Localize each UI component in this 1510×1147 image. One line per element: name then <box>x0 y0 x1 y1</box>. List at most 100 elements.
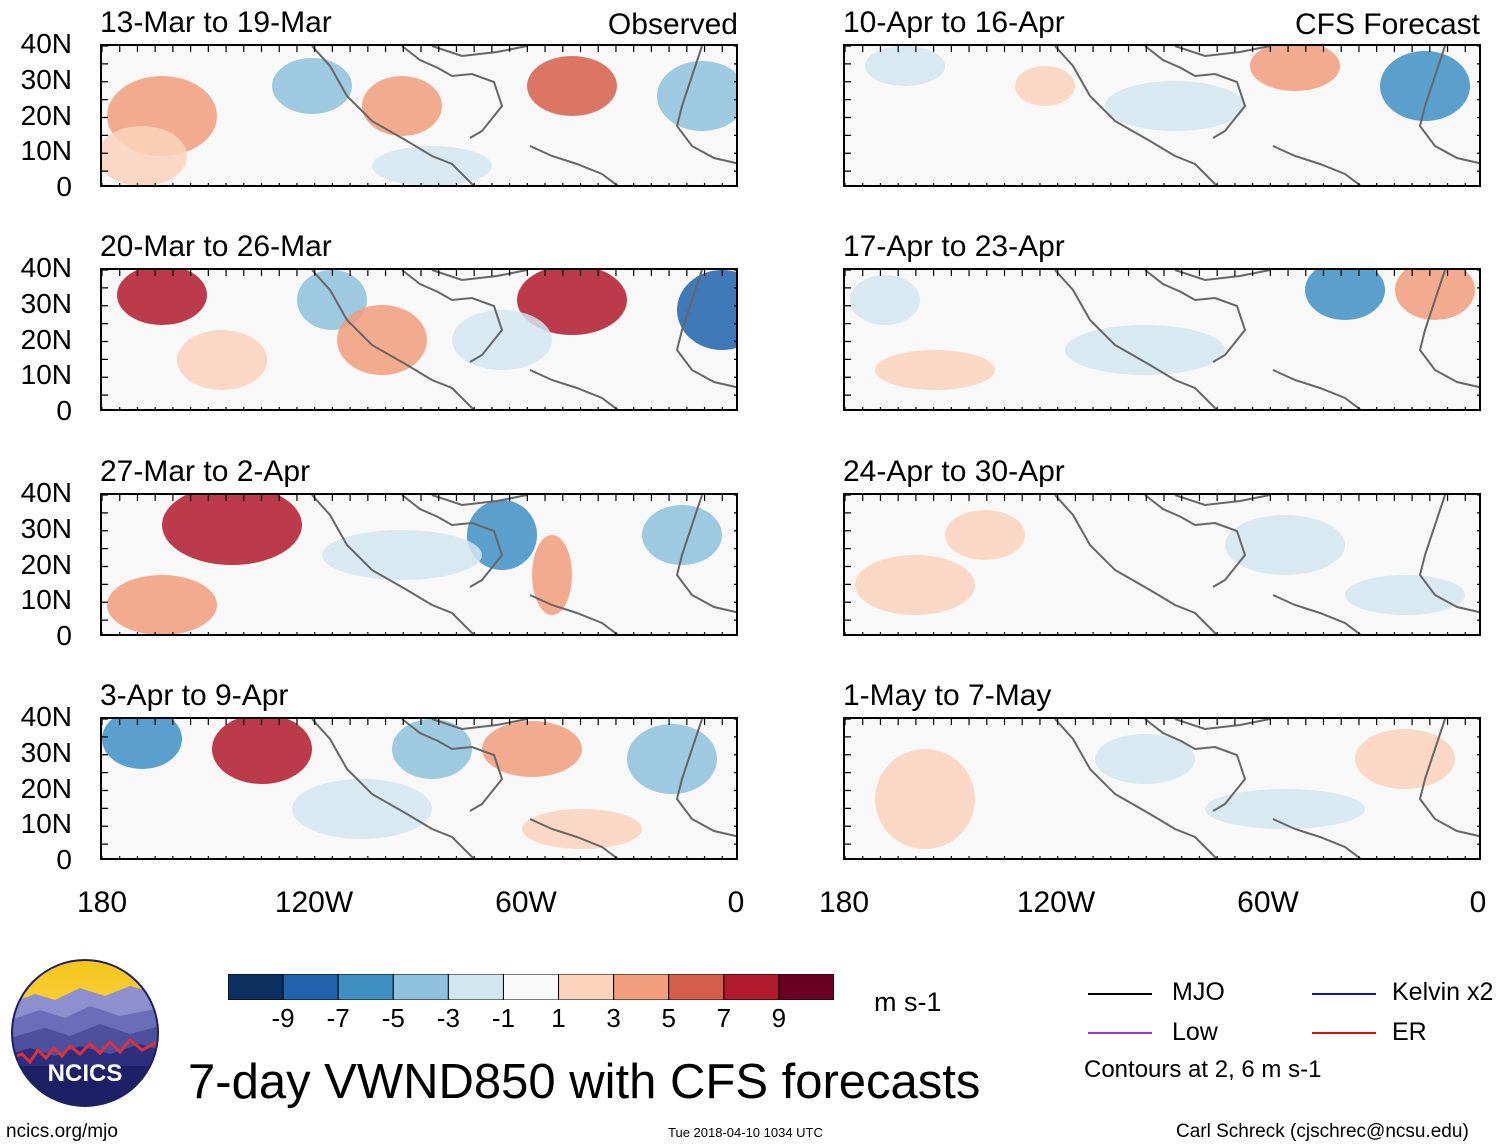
x-tick-label: 0 <box>1469 886 1487 919</box>
map-panel <box>100 717 738 860</box>
y-tick-label: 10N <box>20 808 72 840</box>
colorbar-swatch <box>502 973 560 1001</box>
main-title: 7-day VWND850 with CFS forecasts <box>188 1055 981 1109</box>
map-panel <box>843 44 1481 187</box>
anomaly-field <box>102 270 736 409</box>
y-tick-label: 40N <box>20 477 72 508</box>
footer-url: ncics.org/mjo <box>6 1121 118 1142</box>
y-tick-label: 30N <box>20 736 72 768</box>
axis-ticks <box>845 719 1479 858</box>
anomaly-blob <box>875 749 975 849</box>
panel-title: 20-Mar to 26-Mar <box>100 230 332 263</box>
anomaly-blob <box>372 146 492 185</box>
coastline <box>311 270 736 409</box>
anomaly-field <box>845 495 1479 634</box>
colorbar-swatch <box>613 973 670 1001</box>
anomaly-blob <box>162 495 302 565</box>
anomaly-blob <box>1015 66 1075 106</box>
legend-line-mjo <box>1088 993 1152 995</box>
anomaly-blob <box>850 275 920 325</box>
anomaly-blob <box>855 555 975 615</box>
coastline <box>311 719 736 858</box>
axis-ticks <box>845 46 1479 185</box>
legend-line-kelvin <box>1312 993 1376 995</box>
y-tick-label: 40N <box>20 252 72 283</box>
y-tick-label: 20N <box>20 772 72 804</box>
legend-line-er <box>1312 1032 1376 1034</box>
anomaly-blob <box>482 721 582 777</box>
logo-text: NCICS <box>48 1060 123 1087</box>
anomaly-field <box>845 46 1479 185</box>
x-tick-label: 60W <box>1237 886 1299 919</box>
colorbar-tick-label: 3 <box>606 1003 621 1033</box>
map-panel <box>843 268 1481 411</box>
colorbar-swatch <box>337 973 394 1001</box>
legend-line-low <box>1088 1032 1152 1034</box>
anomaly-blob <box>627 724 717 794</box>
anomaly-blob <box>362 76 442 136</box>
colorbar <box>227 973 835 1001</box>
legend-label-low: Low <box>1172 1018 1218 1046</box>
legend-label-mjo: MJO <box>1172 978 1225 1006</box>
colorbar-swatch <box>447 973 504 1001</box>
colorbar-swatch <box>558 973 615 1001</box>
anomaly-blob <box>677 270 736 350</box>
panel-title: 24-Apr to 30-Apr <box>843 455 1065 488</box>
anomaly-blob <box>1345 575 1465 615</box>
anomaly-blob <box>1105 81 1245 131</box>
coastline <box>1054 495 1479 634</box>
y-tick-label: 0 <box>56 171 72 202</box>
anomaly-blob <box>102 719 182 769</box>
anomaly-blob <box>272 58 352 114</box>
anomaly-blob <box>517 270 627 335</box>
coastline <box>1054 270 1479 409</box>
anomaly-blob <box>1380 51 1470 121</box>
colorbar-swatch <box>282 973 339 1001</box>
x-tick-label: 120W <box>1016 886 1096 919</box>
anomaly-blob <box>392 719 472 779</box>
x-tick-label: 0 <box>727 886 745 919</box>
colorbar-tick-label: -1 <box>491 1003 516 1033</box>
panel-title: 13-Mar to 19-Mar <box>100 6 332 39</box>
map-panel <box>843 493 1481 636</box>
y-tick-label: 0 <box>56 395 72 426</box>
x-tick-label: 180 <box>818 886 870 919</box>
axis-ticks <box>102 270 736 409</box>
coastline <box>311 495 736 634</box>
legend-label-kelvin: Kelvin x2 <box>1392 978 1494 1006</box>
axis-ticks <box>845 495 1479 634</box>
colorbar-tick-label: -3 <box>436 1003 460 1033</box>
anomaly-blob <box>522 809 642 849</box>
observed-header: Observed <box>607 8 738 41</box>
y-tick-label: 40N <box>20 701 72 732</box>
anomaly-field <box>845 270 1479 409</box>
axis-ticks <box>845 270 1479 409</box>
axis-ticks <box>102 719 736 858</box>
anomaly-blob <box>1305 270 1385 320</box>
y-tick-label: 10N <box>20 584 72 616</box>
anomaly-blob <box>1205 789 1365 829</box>
colorbar-swatch <box>668 973 725 1001</box>
panel-title: 10-Apr to 16-Apr <box>843 6 1065 39</box>
units-label: m s-1 <box>874 987 942 1017</box>
colorbar-swatch <box>778 973 835 1001</box>
y-tick-label: 20N <box>20 323 72 355</box>
x-tick-label: 120W <box>274 886 354 919</box>
anomaly-blob <box>1065 325 1225 375</box>
colorbar-swatch <box>723 973 780 1001</box>
anomaly-blob <box>875 350 995 390</box>
anomaly-field <box>845 719 1479 858</box>
anomaly-blob <box>117 270 207 325</box>
colorbar-swatch <box>227 973 284 1001</box>
y-tick-label: 0 <box>56 844 72 875</box>
anomaly-blob <box>1095 734 1195 784</box>
anomaly-blob <box>177 330 267 390</box>
colorbar-tick-label: 9 <box>771 1003 787 1033</box>
anomaly-blob <box>1250 46 1340 91</box>
cfs-forecast-header: CFS Forecast <box>1294 8 1480 41</box>
anomaly-field <box>102 46 736 185</box>
ncics-logo: NCICS <box>10 958 160 1108</box>
axis-ticks <box>102 495 736 634</box>
anomaly-blob <box>1395 270 1475 320</box>
y-tick-label: 10N <box>20 359 72 391</box>
